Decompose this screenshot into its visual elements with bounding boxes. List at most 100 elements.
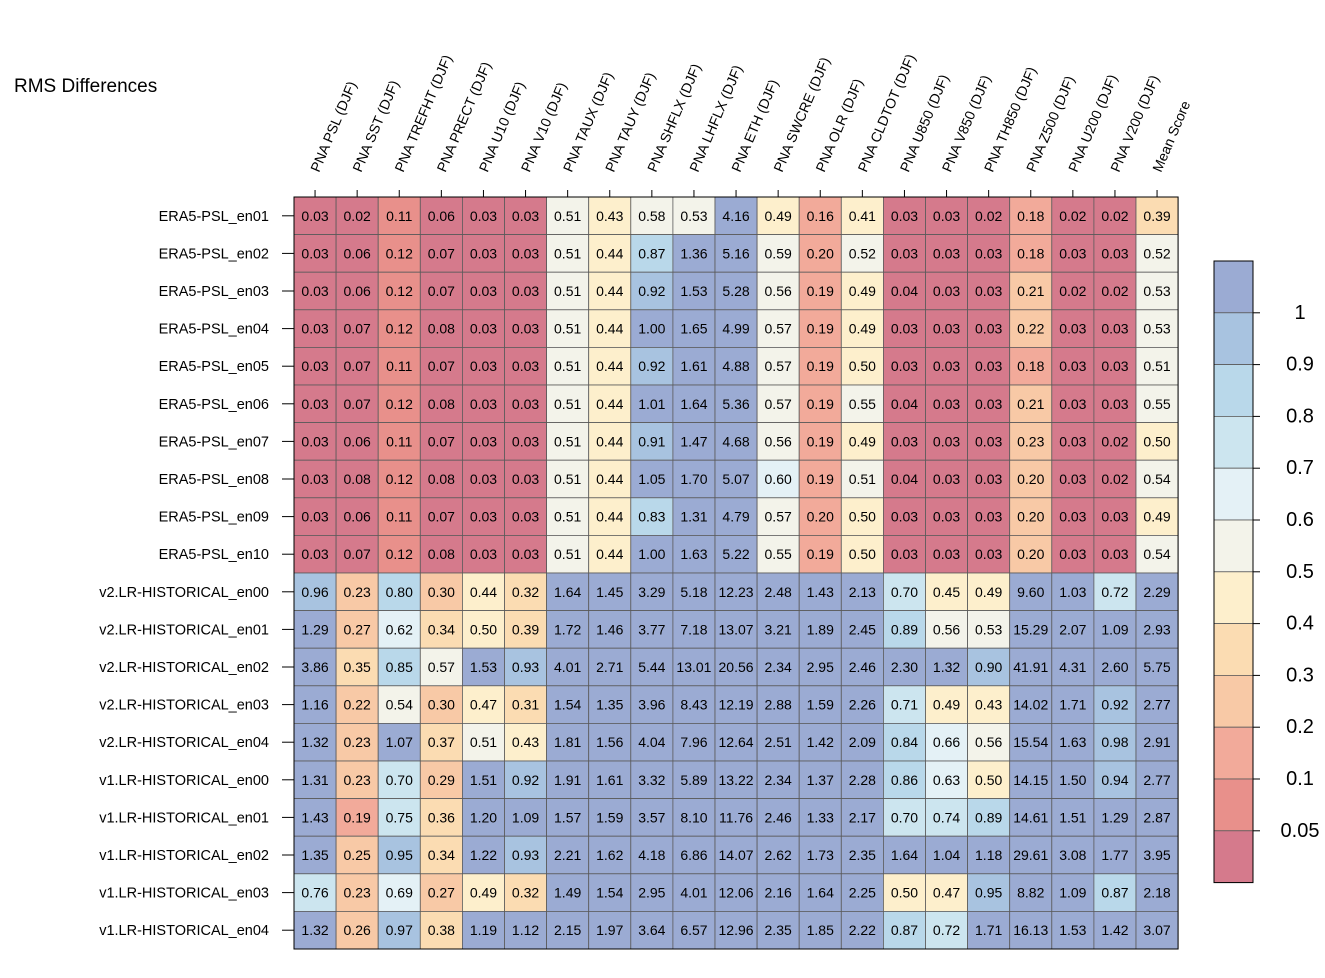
heatmap-cell <box>883 798 926 837</box>
cell-value: 0.03 <box>301 245 328 261</box>
heatmap-cell <box>546 685 590 724</box>
heatmap-cell <box>756 459 800 499</box>
heatmap-cell <box>798 873 842 912</box>
cell-value: 0.29 <box>428 772 455 788</box>
heatmap-cell <box>546 459 590 499</box>
cell-value: 4.68 <box>722 433 749 449</box>
cell-value: 2.22 <box>849 922 876 938</box>
heatmap-cell <box>1135 572 1179 611</box>
heatmap-cell <box>630 760 674 799</box>
cell-value: 0.51 <box>849 471 876 487</box>
heatmap-cell <box>798 422 842 461</box>
heatmap-cell <box>714 384 758 423</box>
cell-value: 0.03 <box>933 283 960 299</box>
cell-value: 0.23 <box>344 885 371 901</box>
cell-value: 0.72 <box>1101 584 1128 600</box>
cell-value: 0.03 <box>933 471 960 487</box>
row-label: ERA5-PSL_en08 <box>159 472 269 488</box>
heatmap-cell <box>883 873 926 912</box>
cell-value: 9.60 <box>1017 584 1044 600</box>
cell-value: 0.02 <box>1101 208 1128 224</box>
heatmap-cell <box>546 911 590 950</box>
cell-value: 0.02 <box>975 208 1002 224</box>
heatmap-cell <box>1093 234 1137 273</box>
cell-value: 0.03 <box>512 283 539 299</box>
cell-value: 0.53 <box>680 208 707 224</box>
cell-value: 0.19 <box>807 471 834 487</box>
heatmap-cell <box>967 384 1011 423</box>
cell-value: 12.06 <box>719 885 754 901</box>
cell-value: 0.11 <box>386 208 412 224</box>
cell-value: 0.69 <box>386 885 413 901</box>
row-label: v1.LR-HISTORICAL_en04 <box>99 923 269 939</box>
heatmap-cell <box>714 911 758 950</box>
cell-value: 2.16 <box>765 885 792 901</box>
heatmap-cell <box>461 873 505 912</box>
heatmap-cell <box>925 497 968 536</box>
cell-value: 0.03 <box>301 283 328 299</box>
heatmap-cell <box>1093 535 1137 574</box>
cell-value: 1.20 <box>470 809 497 825</box>
cell-value: 1.29 <box>301 621 328 637</box>
heatmap-cell <box>1135 610 1179 649</box>
heatmap-cell <box>925 459 968 499</box>
heatmap-cell <box>1051 911 1095 950</box>
heatmap-cell <box>798 535 842 574</box>
cell-value: 5.89 <box>680 772 707 788</box>
cell-value: 1.59 <box>596 809 623 825</box>
colorbar: 1 0.9 0.8 0.7 0.6 0.5 0.4 0.3 0.2 0.1 0.05 <box>1213 260 1319 884</box>
cell-value: 0.47 <box>470 697 497 713</box>
cell-value: 0.03 <box>512 245 539 261</box>
heatmap-cell <box>1051 572 1095 611</box>
cell-value: 0.12 <box>386 283 413 299</box>
cell-value: 1.00 <box>638 321 665 337</box>
heatmap-cell <box>840 271 884 311</box>
cell-value: 0.34 <box>428 621 455 637</box>
cell-value: 1.49 <box>554 885 581 901</box>
heatmap-cell <box>504 911 547 950</box>
heatmap-cell <box>756 835 800 875</box>
row-labels: ERA5-PSL_en01 ERA5-PSL_en02 ERA5-PSL_en03 E… <box>99 209 294 939</box>
row-label: v2.LR-HISTORICAL_en01 <box>99 622 269 638</box>
cell-value: 0.18 <box>1017 358 1044 374</box>
heatmap-cell <box>840 911 884 950</box>
cell-value: 0.89 <box>975 809 1002 825</box>
cell-value: 8.43 <box>680 697 707 713</box>
heatmap-cell <box>588 835 632 875</box>
heatmap-cell <box>630 685 674 724</box>
cell-value: 0.20 <box>1017 471 1044 487</box>
heatmap-cell <box>546 346 590 386</box>
heatmap-cell <box>1135 873 1179 912</box>
heatmap-cell <box>461 760 505 799</box>
cell-value: 4.99 <box>722 321 749 337</box>
heatmap-cell <box>1093 309 1137 348</box>
cell-value: 0.03 <box>933 433 960 449</box>
cell-value: 2.35 <box>765 922 792 938</box>
heatmap-cell <box>883 346 926 386</box>
cell-value: 2.30 <box>891 659 918 675</box>
heatmap-cell <box>419 911 463 950</box>
cell-value: 0.62 <box>386 621 413 637</box>
heatmap-cell <box>461 535 505 574</box>
cell-value: 0.12 <box>386 546 413 562</box>
cell-value: 0.03 <box>301 396 328 412</box>
cell-value: 1.18 <box>975 847 1002 863</box>
cell-value: 0.60 <box>765 471 792 487</box>
heatmap-cell <box>1093 685 1137 724</box>
colorbar-label: 0.9 <box>1286 354 1314 376</box>
heatmap-cell <box>1009 346 1053 386</box>
heatmap-cell <box>293 271 337 311</box>
cell-value: 0.80 <box>386 584 413 600</box>
cell-value: 5.07 <box>722 471 749 487</box>
cell-value: 1.77 <box>1101 847 1128 863</box>
heatmap-cell <box>335 647 379 687</box>
heatmap-cell <box>1051 459 1095 499</box>
cell-value: 0.49 <box>849 433 876 449</box>
cell-value: 0.03 <box>512 433 539 449</box>
cell-value: 0.50 <box>849 509 876 525</box>
heatmap-cell <box>756 647 800 687</box>
heatmap-cell <box>630 798 674 837</box>
heatmap-cell <box>756 610 800 649</box>
cell-value: 0.03 <box>891 546 918 562</box>
heatmap-cell <box>672 309 716 348</box>
